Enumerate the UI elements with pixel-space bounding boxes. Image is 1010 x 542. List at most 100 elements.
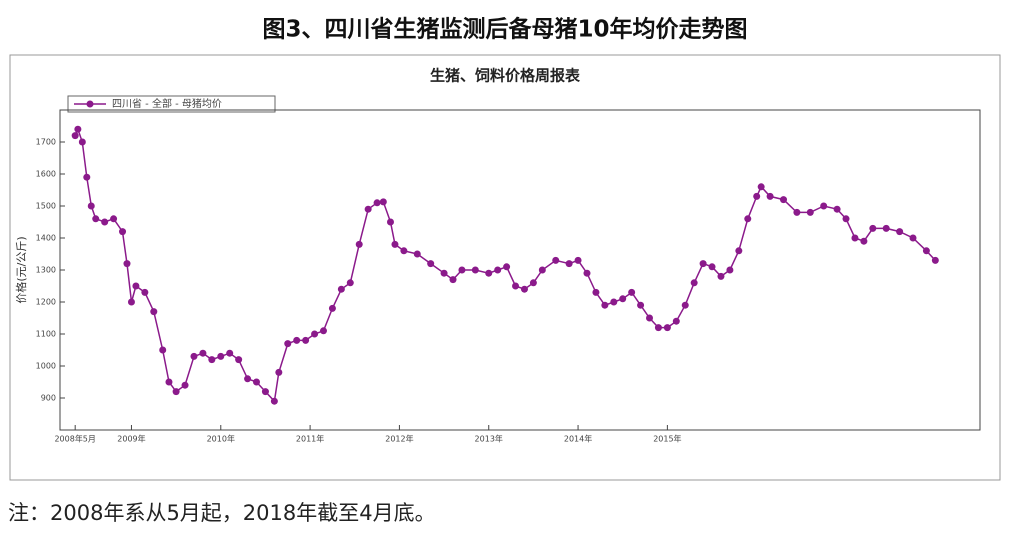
data-point	[619, 295, 627, 303]
data-point	[494, 266, 502, 274]
data-point	[275, 368, 283, 376]
data-point	[379, 198, 387, 206]
data-point	[485, 269, 493, 277]
x-tick-label: 2010年	[207, 434, 235, 444]
x-tick-label: 2014年	[564, 434, 592, 444]
data-point	[592, 288, 600, 296]
data-point	[132, 282, 140, 290]
data-point	[512, 282, 520, 290]
data-point	[78, 138, 86, 146]
data-point	[427, 260, 435, 268]
data-point	[882, 224, 890, 232]
x-tick-label: 2012年	[385, 434, 413, 444]
x-tick-label: 2008年5月	[54, 434, 95, 444]
data-point	[833, 205, 841, 213]
data-point	[355, 240, 363, 248]
data-point	[458, 266, 466, 274]
y-tick-label: 1300	[36, 266, 56, 275]
data-point	[141, 288, 149, 296]
data-point	[601, 301, 609, 309]
data-point	[217, 352, 225, 360]
data-point	[87, 202, 95, 210]
data-point	[766, 192, 774, 200]
data-point	[199, 349, 207, 357]
data-point	[346, 279, 354, 287]
data-point	[851, 234, 859, 242]
data-point	[757, 183, 765, 191]
data-point	[337, 285, 345, 293]
data-point	[261, 388, 269, 396]
y-tick-label: 1500	[36, 202, 56, 211]
data-point	[538, 266, 546, 274]
x-tick-label: 2009年	[117, 434, 145, 444]
legend-box	[67, 95, 276, 113]
data-point	[574, 256, 582, 264]
data-point	[127, 298, 135, 306]
data-point	[119, 228, 127, 236]
footnote: 注：2008年系从5月起，2018年截至4月底。	[8, 501, 436, 525]
data-point	[150, 308, 158, 316]
data-point	[681, 301, 689, 309]
data-point	[83, 173, 91, 181]
data-point	[123, 260, 131, 268]
data-point	[471, 266, 479, 274]
data-point	[503, 263, 511, 271]
data-point	[820, 202, 828, 210]
data-point	[208, 356, 216, 364]
page-title: 图3、四川省生猪监测后备母猪10年均价走势图	[262, 16, 747, 43]
y-tick-label: 1600	[36, 170, 56, 179]
data-point	[806, 208, 814, 216]
data-point	[690, 279, 698, 287]
data-point	[646, 314, 654, 322]
data-point	[708, 263, 716, 271]
data-point	[860, 237, 868, 245]
data-point	[449, 276, 457, 284]
data-point	[909, 234, 917, 242]
data-point	[744, 215, 752, 223]
data-point	[110, 215, 118, 223]
data-point	[413, 250, 421, 258]
data-point	[302, 336, 310, 344]
data-point	[364, 205, 372, 213]
y-tick-label: 1000	[36, 362, 56, 371]
data-point	[753, 192, 761, 200]
data-point	[159, 346, 167, 354]
data-point	[583, 269, 591, 277]
legend-marker	[86, 100, 94, 108]
data-point	[244, 375, 252, 383]
y-tick-label: 1200	[36, 298, 56, 307]
data-point	[793, 208, 801, 216]
data-point	[165, 378, 173, 386]
y-tick-label: 1100	[36, 330, 56, 339]
data-point	[931, 256, 939, 264]
data-point	[663, 324, 671, 332]
data-point	[270, 397, 278, 405]
chart-title: 生猪、饲料价格周报表	[430, 67, 581, 85]
data-point	[552, 256, 560, 264]
data-point	[319, 327, 327, 335]
data-point	[529, 279, 537, 287]
data-point	[71, 132, 79, 140]
data-point	[400, 247, 408, 255]
data-point	[92, 215, 100, 223]
data-point	[373, 199, 381, 207]
legend-label: 四川省 - 全部 - 母猪均价	[112, 97, 222, 110]
data-point	[440, 269, 448, 277]
x-tick-label: 2015年	[653, 434, 681, 444]
data-point	[869, 224, 877, 232]
data-point	[284, 340, 292, 348]
data-point	[726, 266, 734, 274]
data-point	[235, 356, 243, 364]
data-point	[610, 298, 618, 306]
data-point	[565, 260, 573, 268]
data-point	[311, 330, 319, 338]
data-point	[717, 272, 725, 280]
data-point	[654, 324, 662, 332]
data-point	[735, 247, 743, 255]
data-point	[181, 381, 189, 389]
data-point	[253, 378, 261, 386]
data-point	[391, 240, 399, 248]
data-point	[699, 260, 707, 268]
y-tick-label: 1400	[36, 234, 56, 243]
